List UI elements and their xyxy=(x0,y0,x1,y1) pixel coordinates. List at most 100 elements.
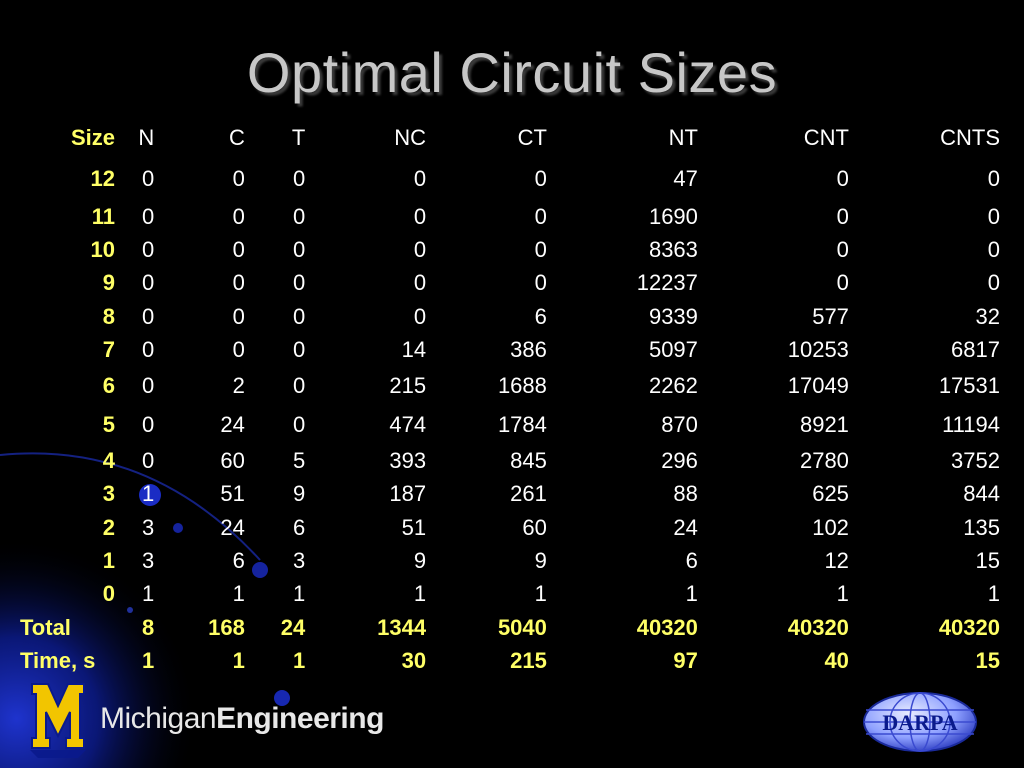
row-label: 3 xyxy=(102,481,115,507)
table-cell: 12 xyxy=(824,548,849,574)
brand-bold-text: Engineering xyxy=(216,702,384,735)
table-cell: 0 xyxy=(141,303,155,329)
table-cell: 6 xyxy=(293,514,306,540)
table-cell: 0 xyxy=(141,411,155,437)
table-cell: 215 xyxy=(510,647,547,673)
table-row: 12 0 0 0 0 0 47 0 0 xyxy=(20,158,1000,200)
table-cell: 1344 xyxy=(377,614,427,640)
table-cell: 577 xyxy=(812,303,849,329)
table-cell: 0 xyxy=(232,166,245,191)
table-cell: 10253 xyxy=(787,336,849,362)
table-cell: 40320 xyxy=(938,614,1000,640)
table-cell: 8921 xyxy=(799,411,849,437)
table-cell: 0 xyxy=(141,166,155,191)
table-row: Total 8 168 24 1344 5040 40320 40320 40320 xyxy=(20,611,1000,644)
table-cell: 14 xyxy=(401,336,427,362)
row-label: 4 xyxy=(102,448,115,474)
table-row: Time, s 1 1 1 30 215 97 40 15 xyxy=(20,644,1000,677)
table-cell: 88 xyxy=(673,481,698,507)
table-cell: 0 xyxy=(534,166,547,191)
column-header-nt: NT xyxy=(668,125,698,150)
table-cell: 3 xyxy=(141,548,155,574)
table-cell: 0 xyxy=(293,166,306,191)
table-cell: 3 xyxy=(141,514,155,540)
table-cell: 845 xyxy=(510,448,547,474)
table-cell: 0 xyxy=(293,203,306,229)
row-label: 10 xyxy=(90,236,115,262)
table-cell: 1688 xyxy=(497,372,547,398)
table-cell: 0 xyxy=(534,236,547,262)
table-cell: 0 xyxy=(232,270,245,296)
table-cell: 0 xyxy=(232,303,245,329)
column-header-cnt: CNT xyxy=(803,125,849,150)
table-cell: 1 xyxy=(293,647,306,673)
table-cell: 1 xyxy=(232,581,245,607)
table-cell: 0 xyxy=(836,203,849,229)
michigan-m-logo xyxy=(30,683,86,758)
table-cell: 625 xyxy=(812,481,849,507)
table-cell: 215 xyxy=(389,372,427,398)
table-row: 6 0 2 0 215 1688 2262 17049 17531 xyxy=(20,366,1000,405)
table-cell: 0 xyxy=(534,270,547,296)
table-cell: 1 xyxy=(232,647,245,673)
table-cell: 3 xyxy=(293,548,306,574)
table-cell: 1 xyxy=(534,581,547,607)
row-label: 11 xyxy=(91,203,115,229)
page-title: Optimal Circuit Sizes xyxy=(246,41,778,104)
table-cell: 6 xyxy=(534,303,547,329)
column-header-t: T xyxy=(291,125,306,150)
table-cell: 9339 xyxy=(648,303,698,329)
table-cell: 1 xyxy=(685,581,698,607)
table-cell: 0 xyxy=(141,372,155,398)
column-header-n: N xyxy=(138,125,155,150)
table-cell: 168 xyxy=(208,614,245,640)
table-cell: 15 xyxy=(975,647,1000,673)
table-cell: 6 xyxy=(232,548,245,574)
table-cell: 386 xyxy=(510,336,547,362)
table-cell: 15 xyxy=(975,548,1000,574)
table-cell: 0 xyxy=(836,166,849,191)
row-label: Total xyxy=(20,614,71,640)
table-cell: 60 xyxy=(522,514,547,540)
table-cell: 40 xyxy=(824,647,849,673)
table-cell: 1 xyxy=(141,581,155,607)
table-cell: 40320 xyxy=(636,614,698,640)
brand-light-text: Michigan xyxy=(100,702,217,735)
table-cell: 3752 xyxy=(951,448,1000,474)
row-label: 5 xyxy=(102,411,115,437)
table-cell: 1 xyxy=(836,581,849,607)
data-table: Size N C T NC CT NT CNT CNTS 12 0 0 0 0 0 47 0 0 11 0 0 0 0 0 1… xyxy=(20,118,1000,678)
row-label: 9 xyxy=(102,270,115,296)
row-label: 12 xyxy=(90,166,115,191)
darpa-logo: DARPA xyxy=(863,692,977,752)
row-label: 1 xyxy=(102,548,115,574)
table-cell: 32 xyxy=(975,303,1000,329)
table-row: 3 1 51 9 187 261 88 625 844 xyxy=(20,478,1000,511)
table-cell: 0 xyxy=(293,336,306,362)
table-cell: 1 xyxy=(293,581,306,607)
table-row: 2 3 24 6 51 60 24 102 135 xyxy=(20,511,1000,544)
column-header-size: Size xyxy=(70,125,115,150)
table-cell: 5097 xyxy=(648,336,698,362)
michigan-engineering-wordmark: MichiganEngineering xyxy=(100,702,384,736)
table-cell: 5040 xyxy=(497,614,547,640)
table-row: 1 3 6 3 9 9 6 12 15 xyxy=(20,544,1000,577)
table-cell: 1 xyxy=(141,481,155,507)
table-cell: 9 xyxy=(293,481,306,507)
table-cell: 0 xyxy=(413,303,427,329)
table-cell: 0 xyxy=(534,203,547,229)
table-cell: 0 xyxy=(413,236,427,262)
table-cell: 1690 xyxy=(648,203,698,229)
table-cell: 6817 xyxy=(951,336,1000,362)
table-row: 10 0 0 0 0 0 8363 0 0 xyxy=(20,233,1000,266)
table-cell: 8363 xyxy=(648,236,698,262)
table-cell: 97 xyxy=(673,647,698,673)
table-row: 8 0 0 0 0 6 9339 577 32 xyxy=(20,300,1000,333)
row-label: 2 xyxy=(102,514,115,540)
darpa-text: DARPA xyxy=(882,710,957,735)
column-header-ct: CT xyxy=(517,125,547,150)
table-header-row: Size N C T NC CT NT CNT CNTS xyxy=(20,118,1000,158)
table-cell: 40320 xyxy=(787,614,849,640)
table-cell: 24 xyxy=(673,514,698,540)
